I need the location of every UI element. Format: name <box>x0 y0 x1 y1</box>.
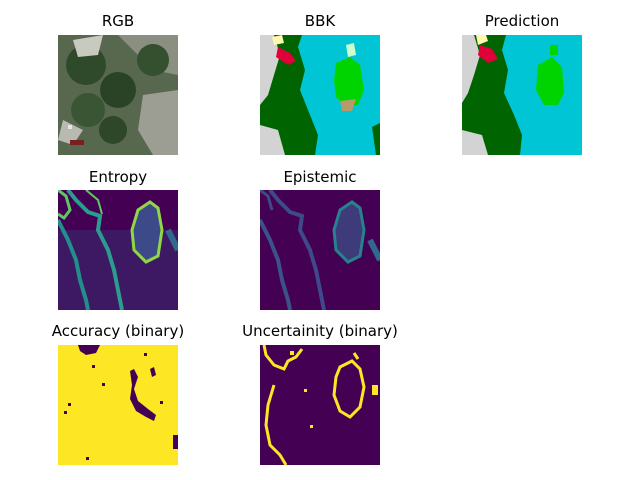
panel-title-uncertainty-binary: Uncertainity (binary) <box>242 322 398 340</box>
panel-title-epistemic: Epistemic <box>283 168 357 186</box>
uncertainty-binary-mask <box>260 345 380 465</box>
prediction-class-map <box>462 35 582 155</box>
accuracy-binary-mask <box>58 345 178 465</box>
panel-title-prediction: Prediction <box>484 12 560 30</box>
panel-title-accuracy-binary: Accuracy (binary) <box>51 322 185 340</box>
panel-title-bbk: BBK <box>304 12 336 30</box>
panel-title-entropy: Entropy <box>88 168 148 186</box>
rgb-aerial-image <box>58 35 178 155</box>
epistemic-heatmap <box>260 190 380 310</box>
bbk-class-map <box>260 35 380 155</box>
panel-title-rgb: RGB <box>101 12 135 30</box>
entropy-heatmap <box>58 190 178 310</box>
